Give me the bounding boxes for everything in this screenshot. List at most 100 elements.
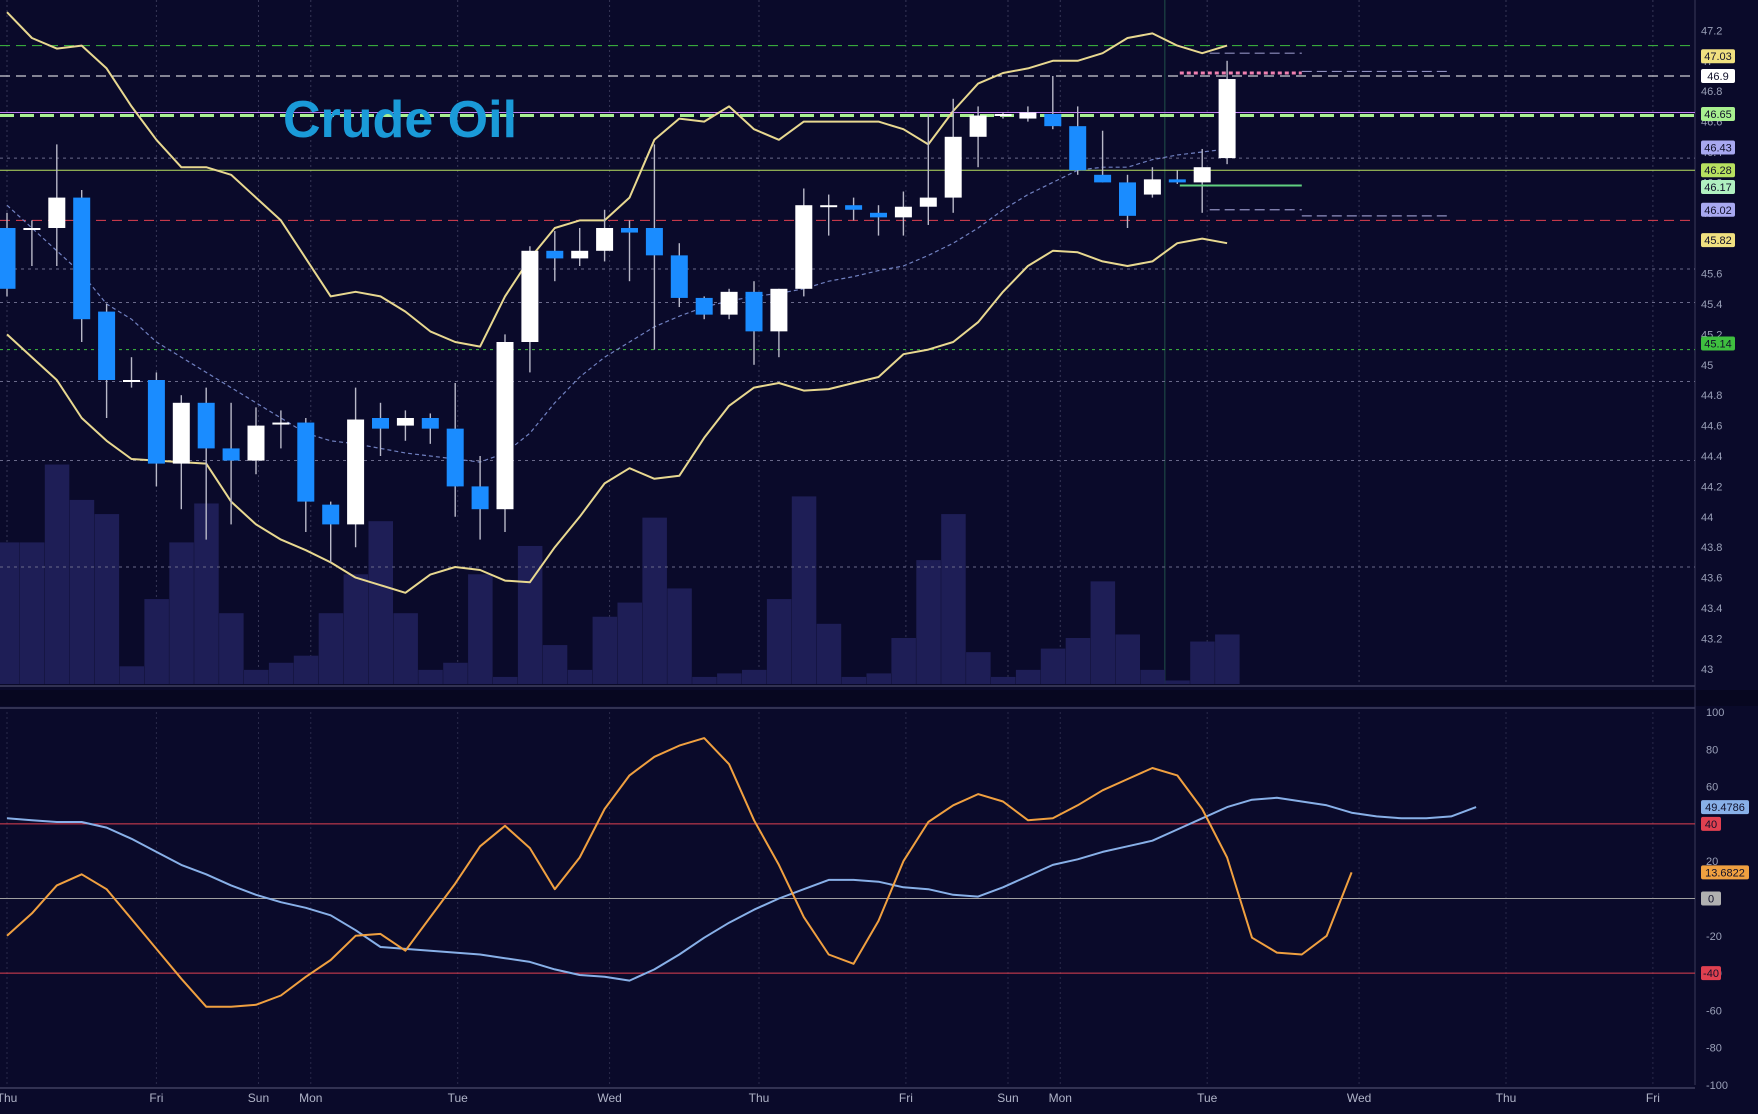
candle-body (944, 136, 962, 198)
price-tick-label: 45 (1701, 360, 1713, 372)
price-badge (1701, 140, 1735, 155)
stochastic-line (6, 737, 1353, 1008)
price-tick-label: 43.4 (1701, 603, 1722, 615)
time-tick-label: Tue (448, 1091, 469, 1105)
candle-body (1069, 126, 1087, 171)
volume-bar (592, 616, 618, 684)
volume-bar (268, 662, 294, 684)
volume-bar (1215, 634, 1240, 684)
candle-body (471, 486, 489, 510)
candle-body (1168, 179, 1186, 183)
volume-bar (1065, 637, 1091, 684)
osc-tick-label: -100 (1706, 1080, 1728, 1092)
volume-bar (94, 514, 120, 684)
volume-bar (19, 542, 45, 684)
volume-bar (617, 602, 642, 684)
volume-bar (692, 676, 717, 684)
osc-badge (1701, 800, 1749, 815)
candle-body (770, 288, 788, 332)
price-grid (0, 0, 1758, 1085)
candle-body (521, 250, 539, 342)
volume-bar (642, 517, 667, 684)
candle-body (1044, 114, 1062, 127)
candle-body (919, 197, 937, 207)
candle-body (347, 419, 365, 525)
candle-body (1193, 167, 1211, 183)
volume-bar (766, 599, 792, 684)
candle-body (1094, 174, 1112, 183)
volume-bar (368, 521, 393, 684)
volume-bar (169, 542, 194, 684)
osc-tick-label: -80 (1706, 1043, 1722, 1055)
volume-bar (144, 599, 169, 684)
volume-bar (916, 560, 941, 684)
volume-bar (542, 645, 568, 684)
candle-body (396, 418, 414, 426)
volume-bar (1040, 648, 1066, 684)
candle-body (73, 197, 91, 320)
price-tick-label: 46.8 (1701, 86, 1722, 98)
volume-bar (966, 652, 991, 684)
candle-body (820, 205, 838, 208)
candle-body (596, 228, 614, 251)
time-tick-label: Fri (149, 1091, 163, 1105)
price-level-lines: $47.1$46.946.36$45.9545.6345.41$45.144.8… (0, 45, 1695, 568)
price-badge-label: 45.82 (1704, 235, 1732, 247)
volume-bar (941, 514, 966, 684)
osc-tick-label: -20 (1706, 931, 1722, 943)
candle-body (546, 250, 564, 259)
panel-separator (0, 690, 1758, 706)
price-tick-label: 43.2 (1701, 633, 1722, 645)
volume-bar (318, 613, 344, 684)
time-tick-label: Wed (597, 1091, 621, 1105)
price-tick-label: 44 (1701, 512, 1713, 524)
osc-ref-badge (1701, 966, 1721, 981)
osc-ref-badge (1701, 816, 1721, 831)
price-badge-label: 46.28 (1704, 165, 1732, 177)
time-tick-label: Tue (1197, 1091, 1218, 1105)
candle-body (48, 197, 66, 228)
chart-title: Crude Oil (283, 91, 517, 149)
price-badge (1701, 336, 1735, 351)
time-tick-label: Fri (899, 1091, 913, 1105)
candle-body (1143, 179, 1161, 195)
candle-body (372, 418, 389, 429)
candle-body (23, 228, 41, 230)
bollinger-lower-line (6, 237, 1228, 594)
time-tick-label: Thu (0, 1091, 17, 1105)
time-tick-label: Sun (997, 1091, 1018, 1105)
price-badge (1701, 233, 1735, 248)
candle-body (1019, 112, 1037, 119)
osc-badge (1701, 865, 1749, 880)
price-badge-label: 46.43 (1704, 142, 1732, 154)
candle-body (695, 297, 713, 315)
candle-body (496, 342, 514, 510)
candlesticks (0, 60, 1236, 563)
osc-tick-label: -60 (1706, 1005, 1722, 1017)
volume-bar (418, 669, 443, 684)
time-tick-label: Mon (1049, 1091, 1072, 1105)
volume-bar (493, 676, 518, 684)
price-badge (1701, 107, 1735, 121)
price-tick-label: 44.8 (1701, 390, 1722, 402)
volume-bar (866, 673, 891, 684)
candle-body (197, 402, 215, 449)
osc-tick-label: 80 (1706, 744, 1718, 756)
candle-body (172, 402, 190, 464)
time-tick-label: Sun (248, 1091, 269, 1105)
price-tick-label: 45.6 (1701, 269, 1722, 281)
candle-body (222, 448, 240, 461)
osc-tick-label: 100 (1706, 707, 1724, 719)
osc-ref-badge-label: 40 (1705, 819, 1717, 831)
osc-badge-label: 49.4786 (1705, 802, 1745, 814)
price-tick-label: 45.4 (1701, 299, 1722, 311)
price-badge (1701, 49, 1735, 64)
volume-bar (219, 613, 244, 684)
price-badge-label: 46.02 (1704, 205, 1732, 217)
candle-body (795, 205, 813, 289)
price-badge (1701, 69, 1735, 83)
candle-body (745, 291, 763, 332)
volume-bar (393, 613, 418, 684)
candle-body (1218, 79, 1236, 159)
volume-bar (1015, 669, 1041, 684)
